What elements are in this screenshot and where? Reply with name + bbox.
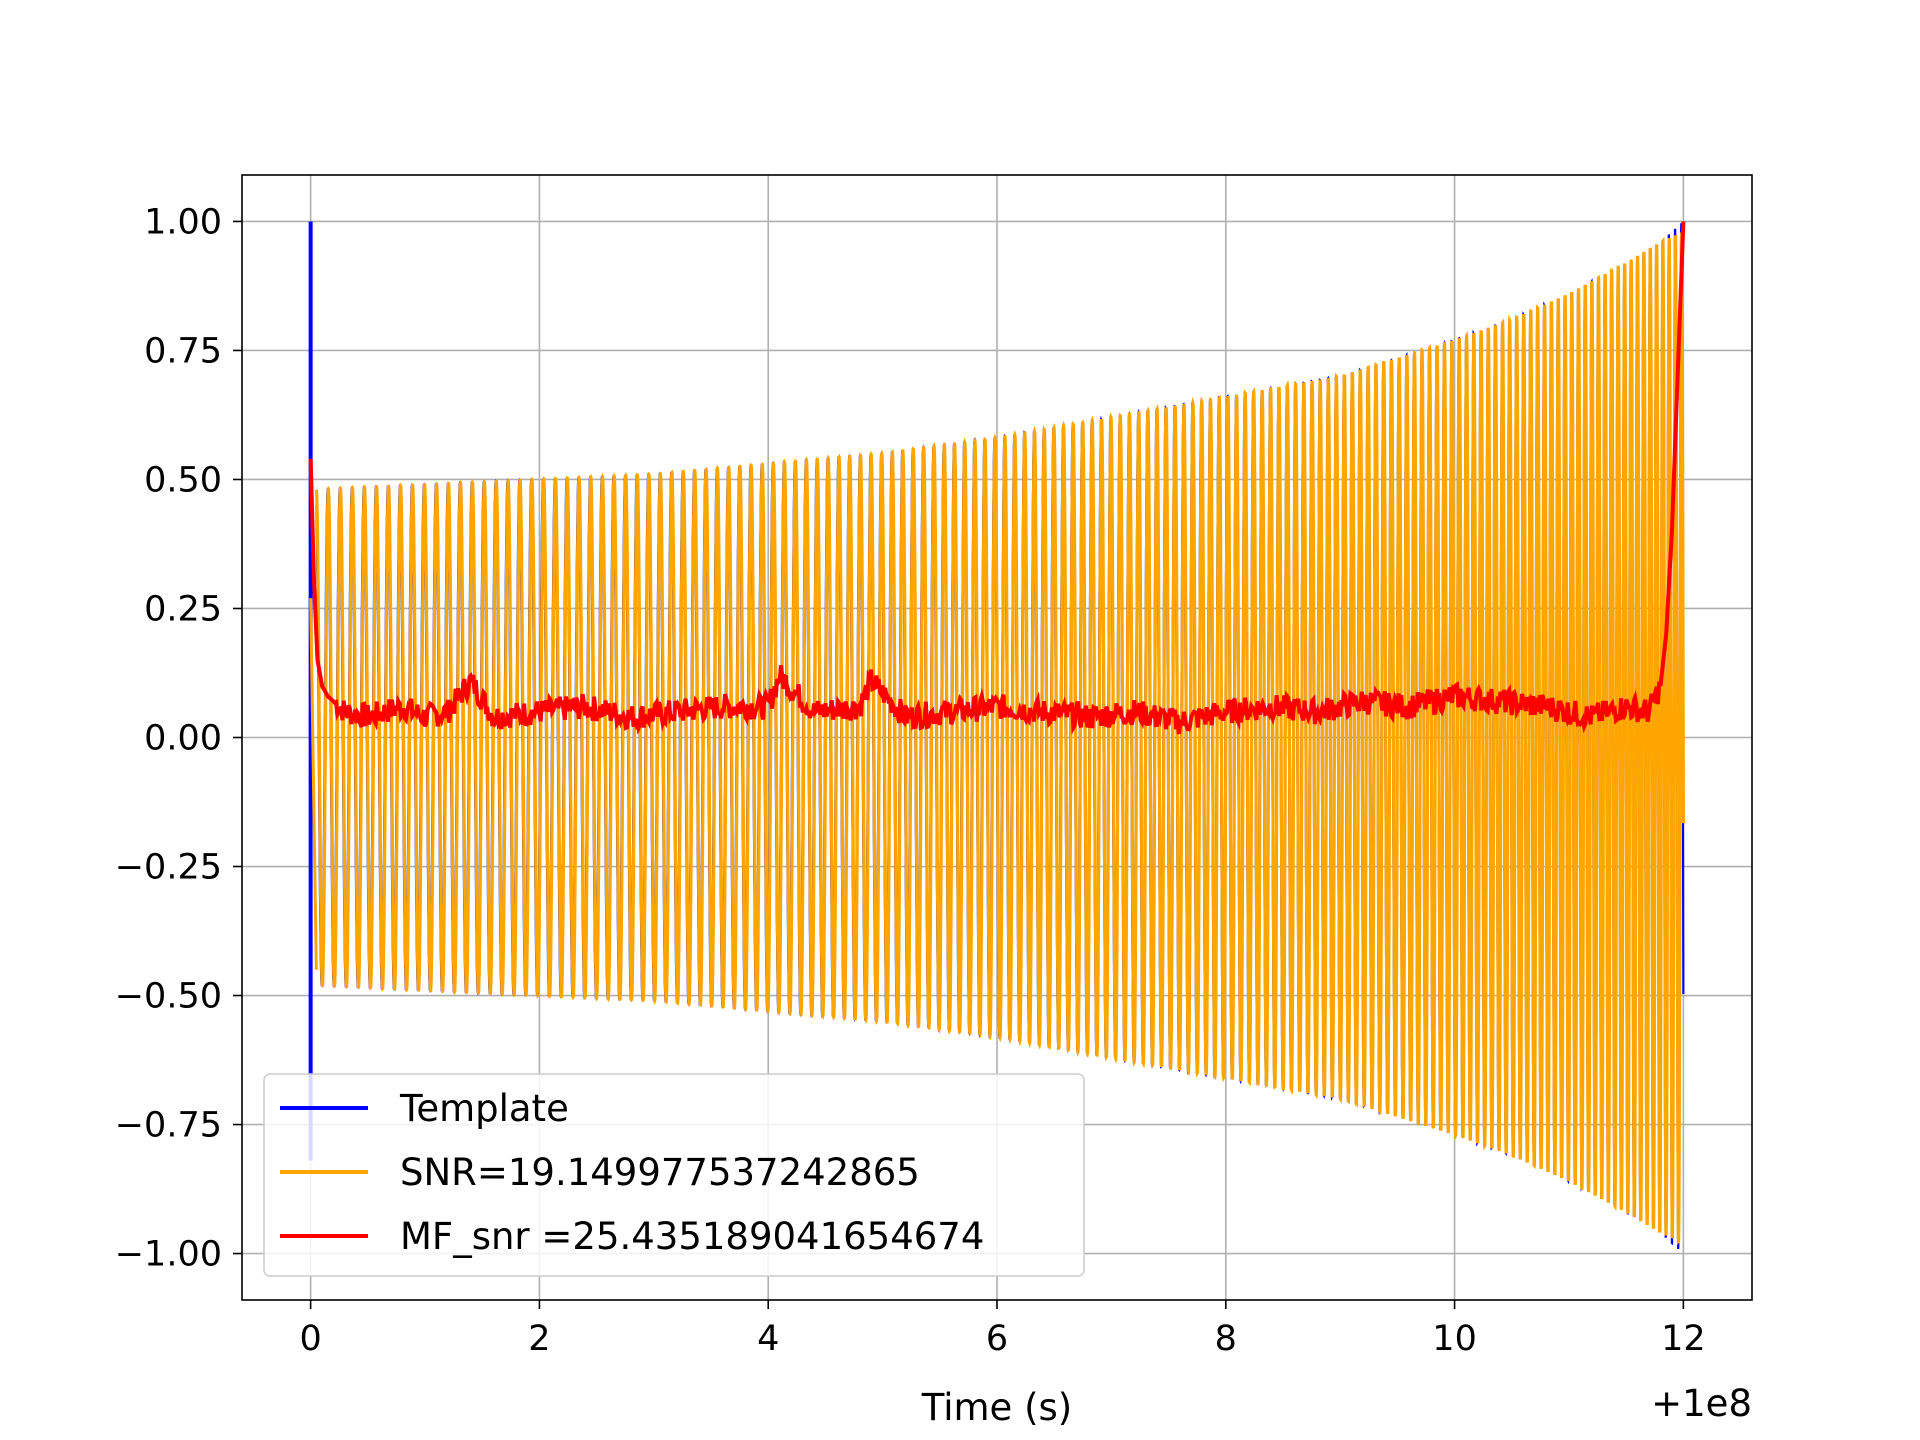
y-tick-label: 0.50 (144, 460, 222, 500)
legend-label-template: Template (399, 1087, 569, 1130)
x-axis-label: Time (s) (921, 1386, 1072, 1429)
y-tick-label: 0.75 (144, 331, 222, 371)
legend-label-mf-snr: MF_snr =25.435189041654674 (400, 1215, 984, 1258)
y-tick-label: 1.00 (144, 202, 222, 242)
series-snr-line (314, 232, 1685, 1246)
y-tick-label: 0.25 (144, 589, 222, 629)
x-tick-label: 2 (528, 1319, 550, 1359)
y-tick-label: −0.25 (115, 848, 222, 888)
y-tick-label: −0.50 (115, 977, 222, 1017)
x-tick-label: 12 (1661, 1319, 1706, 1359)
y-tick-label: −1.00 (115, 1235, 222, 1275)
y-tick-label: −0.75 (115, 1106, 222, 1146)
series-mf-snr-line (308, 221, 1686, 735)
legend-box (263, 1073, 1085, 1277)
series-snr-start (309, 598, 318, 970)
legend-label-snr: SNR=19.149977537242865 (400, 1151, 920, 1194)
x-offset-label: +1e8 (1651, 1382, 1752, 1425)
plot-area (308, 221, 1686, 1249)
x-tick-label: 4 (757, 1319, 779, 1359)
axis-ticks: 0 2 4 6 8 10 12 1.00 0.75 0.50 0.25 0.00 −0.25 −0.50 −… (115, 202, 1706, 1359)
legend: Template SNR=19.149977537242865 MF_snr =… (263, 1073, 1085, 1277)
x-tick-label: 10 (1432, 1319, 1477, 1359)
y-tick-label: 0.00 (144, 719, 222, 759)
x-tick-label: 8 (1215, 1319, 1237, 1359)
x-tick-label: 0 (299, 1319, 321, 1359)
x-tick-label: 6 (986, 1319, 1008, 1359)
